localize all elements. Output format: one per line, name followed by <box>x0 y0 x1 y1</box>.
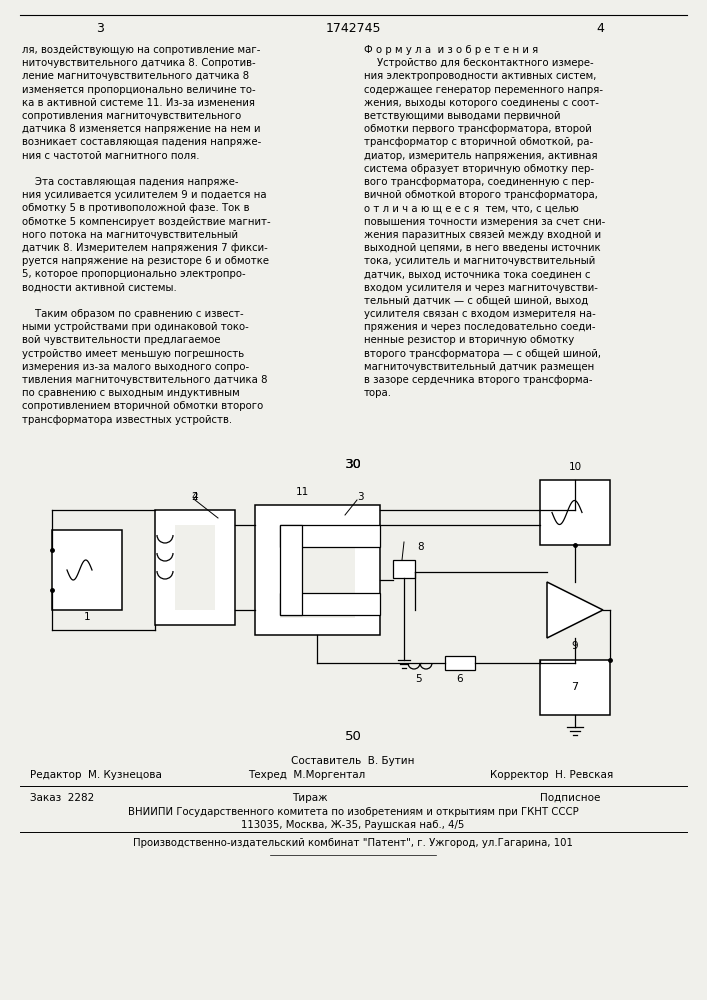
Text: ного потока на магниточувствительный: ного потока на магниточувствительный <box>22 230 238 240</box>
Text: ление магниточувствительного датчика 8: ление магниточувствительного датчика 8 <box>22 71 249 81</box>
Text: жения паразитных связей между входной и: жения паразитных связей между входной и <box>364 230 601 240</box>
Text: Составитель  В. Бутин: Составитель В. Бутин <box>291 756 415 766</box>
Text: ния электропроводности активных систем,: ния электропроводности активных систем, <box>364 71 597 81</box>
Text: вичной обмоткой второго трансформатора,: вичной обмоткой второго трансформатора, <box>364 190 598 200</box>
Text: сопротивления магниточувствительного: сопротивления магниточувствительного <box>22 111 241 121</box>
Bar <box>255 505 380 635</box>
Text: 113035, Москва, Ж-35, Раушская наб., 4/5: 113035, Москва, Ж-35, Раушская наб., 4/5 <box>241 820 464 830</box>
Text: пряжения и через последовательно соеди-: пряжения и через последовательно соеди- <box>364 322 595 332</box>
Text: Подписное: Подписное <box>540 793 600 803</box>
Text: усилителя связан с входом измерителя на-: усилителя связан с входом измерителя на- <box>364 309 596 319</box>
Text: тора.: тора. <box>364 388 392 398</box>
Bar <box>445 656 475 670</box>
Text: ВНИИПИ Государственного комитета по изобретениям и открытиям при ГКНТ СССР: ВНИИПИ Государственного комитета по изоб… <box>128 807 578 817</box>
Text: 8: 8 <box>417 542 423 552</box>
Text: возникает составляющая падения напряже-: возникает составляющая падения напряже- <box>22 137 262 147</box>
Bar <box>280 525 355 615</box>
Text: диатор, измеритель напряжения, активная: диатор, измеритель напряжения, активная <box>364 151 597 161</box>
Text: 9: 9 <box>572 641 578 651</box>
Text: 30: 30 <box>344 458 361 471</box>
Text: ния усиливается усилителем 9 и подается на: ния усиливается усилителем 9 и подается … <box>22 190 267 200</box>
Text: 50: 50 <box>344 730 361 743</box>
Text: по сравнению с выходным индуктивным: по сравнению с выходным индуктивным <box>22 388 240 398</box>
Text: датчика 8 изменяется напряжение на нем и: датчика 8 изменяется напряжение на нем и <box>22 124 260 134</box>
Text: Устройство для бесконтактного измере-: Устройство для бесконтактного измере- <box>364 58 594 68</box>
Text: изменяется пропорционально величине то-: изменяется пропорционально величине то- <box>22 85 256 95</box>
Text: трансформатора известных устройств.: трансформатора известных устройств. <box>22 415 232 425</box>
Text: ния с частотой магнитного поля.: ния с частотой магнитного поля. <box>22 151 199 161</box>
Text: 5, которое пропорционально электропро-: 5, которое пропорционально электропро- <box>22 269 245 279</box>
Text: ненные резистор и вторичную обмотку: ненные резистор и вторичную обмотку <box>364 335 574 345</box>
Bar <box>280 593 380 615</box>
Bar <box>540 480 610 545</box>
Text: Корректор  Н. Ревская: Корректор Н. Ревская <box>490 770 613 780</box>
Text: обмотке 5 компенсирует воздействие магнит-: обмотке 5 компенсирует воздействие магни… <box>22 217 271 227</box>
Text: 1: 1 <box>83 612 90 622</box>
Text: в зазоре сердечника второго трансформа-: в зазоре сердечника второго трансформа- <box>364 375 592 385</box>
Text: трансформатор с вторичной обмоткой, ра-: трансформатор с вторичной обмоткой, ра- <box>364 137 593 147</box>
Text: ка в активной системе 11. Из-за изменения: ка в активной системе 11. Из-за изменени… <box>22 98 255 108</box>
Text: Таким образом по сравнению с извест-: Таким образом по сравнению с извест- <box>22 309 244 319</box>
Text: Тираж: Тираж <box>292 793 328 803</box>
Text: 3: 3 <box>357 492 363 502</box>
Bar <box>280 525 302 615</box>
Text: обмотку 5 в противоположной фазе. Ток в: обмотку 5 в противоположной фазе. Ток в <box>22 203 250 213</box>
Text: система образует вторичную обмотку пер-: система образует вторичную обмотку пер- <box>364 164 594 174</box>
Bar <box>175 525 215 610</box>
Text: выходной цепями, в него введены источник: выходной цепями, в него введены источник <box>364 243 601 253</box>
Text: измерения из-за малого выходного сопро-: измерения из-за малого выходного сопро- <box>22 362 249 372</box>
Text: тельный датчик — с общей шиной, выход: тельный датчик — с общей шиной, выход <box>364 296 588 306</box>
Text: 30: 30 <box>345 458 361 471</box>
Bar <box>280 525 380 547</box>
Text: 7: 7 <box>571 682 578 692</box>
Text: водности активной системы.: водности активной системы. <box>22 283 177 293</box>
Text: жения, выходы которого соединены с соот-: жения, выходы которого соединены с соот- <box>364 98 599 108</box>
Text: ниточувствительного датчика 8. Сопротив-: ниточувствительного датчика 8. Сопротив- <box>22 58 256 68</box>
Bar <box>280 593 355 618</box>
Polygon shape <box>547 582 603 638</box>
Text: обмотки первого трансформатора, второй: обмотки первого трансформатора, второй <box>364 124 592 134</box>
Text: датчик, выход источника тока соединен с: датчик, выход источника тока соединен с <box>364 269 590 279</box>
Text: входом усилителя и через магниточувстви-: входом усилителя и через магниточувстви- <box>364 283 598 293</box>
Text: тока, усилитель и магниточувствительный: тока, усилитель и магниточувствительный <box>364 256 595 266</box>
Text: руется напряжение на резисторе 6 и обмотке: руется напряжение на резисторе 6 и обмот… <box>22 256 269 266</box>
Text: Редактор  М. Кузнецова: Редактор М. Кузнецова <box>30 770 162 780</box>
Text: Ф о р м у л а  и з о б р е т е н и я: Ф о р м у л а и з о б р е т е н и я <box>364 45 538 55</box>
Text: 3: 3 <box>96 22 104 35</box>
Text: магниточувствительный датчик размещен: магниточувствительный датчик размещен <box>364 362 595 372</box>
Text: 5: 5 <box>416 674 422 684</box>
Text: ными устройствами при одинаковой токо-: ными устройствами при одинаковой токо- <box>22 322 249 332</box>
Text: содержащее генератор переменного напря-: содержащее генератор переменного напря- <box>364 85 603 95</box>
Bar <box>540 660 610 715</box>
Bar <box>155 510 235 625</box>
Bar <box>393 560 415 578</box>
Text: Заказ  2282: Заказ 2282 <box>30 793 94 803</box>
Text: вого трансформатора, соединенную с пер-: вого трансформатора, соединенную с пер- <box>364 177 594 187</box>
Text: о т л и ч а ю щ е е с я  тем, что, с целью: о т л и ч а ю щ е е с я тем, что, с цель… <box>364 203 579 213</box>
Bar <box>52 530 122 610</box>
Text: 6: 6 <box>457 674 463 684</box>
Text: ветствующими выводами первичной: ветствующими выводами первичной <box>364 111 561 121</box>
Text: 10: 10 <box>568 462 582 472</box>
Text: Техред  М.Моргентал: Техред М.Моргентал <box>248 770 366 780</box>
Text: 1742745: 1742745 <box>325 22 381 35</box>
Text: 11: 11 <box>296 487 309 497</box>
Text: второго трансформатора — с общей шиной,: второго трансформатора — с общей шиной, <box>364 349 601 359</box>
Text: датчик 8. Измерителем напряжения 7 фикси-: датчик 8. Измерителем напряжения 7 фикси… <box>22 243 268 253</box>
Text: тивления магниточувствительного датчика 8: тивления магниточувствительного датчика … <box>22 375 267 385</box>
Text: Производственно-издательский комбинат "Патент", г. Ужгород, ул.Гагарина, 101: Производственно-издательский комбинат "П… <box>133 838 573 848</box>
Text: Эта составляющая падения напряже-: Эта составляющая падения напряже- <box>22 177 238 187</box>
Text: 2: 2 <box>192 492 198 502</box>
Text: вой чувствительности предлагаемое: вой чувствительности предлагаемое <box>22 335 221 345</box>
Text: 4: 4 <box>192 492 198 502</box>
Text: 4: 4 <box>596 22 604 35</box>
Text: устройство имеет меньшую погрешность: устройство имеет меньшую погрешность <box>22 349 244 359</box>
Text: сопротивлением вторичной обмотки второго: сопротивлением вторичной обмотки второго <box>22 401 263 411</box>
Text: ля, воздействующую на сопротивление маг-: ля, воздействующую на сопротивление маг- <box>22 45 260 55</box>
Text: повышения точности измерения за счет сни-: повышения точности измерения за счет сни… <box>364 217 605 227</box>
